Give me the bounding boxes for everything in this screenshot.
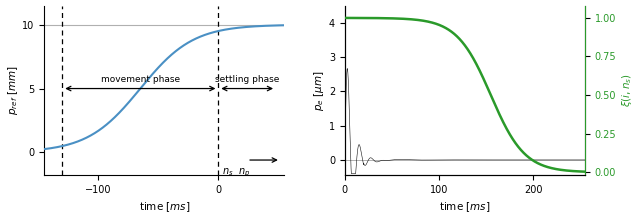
Text: settling phase: settling phase <box>215 75 279 84</box>
Y-axis label: $\xi(i, n_s)$: $\xi(i, n_s)$ <box>620 73 634 107</box>
Text: $n_s$: $n_s$ <box>222 166 234 178</box>
Y-axis label: $p_{ref}$ $[mm]$: $p_{ref}$ $[mm]$ <box>6 66 20 115</box>
X-axis label: time $[ms]$: time $[ms]$ <box>139 201 190 214</box>
Y-axis label: $p_e$ $[\mu m]$: $p_e$ $[\mu m]$ <box>312 70 326 111</box>
Text: $n_p$: $n_p$ <box>237 166 250 179</box>
X-axis label: time $[ms]$: time $[ms]$ <box>439 201 491 214</box>
Text: movement phase: movement phase <box>100 75 180 84</box>
